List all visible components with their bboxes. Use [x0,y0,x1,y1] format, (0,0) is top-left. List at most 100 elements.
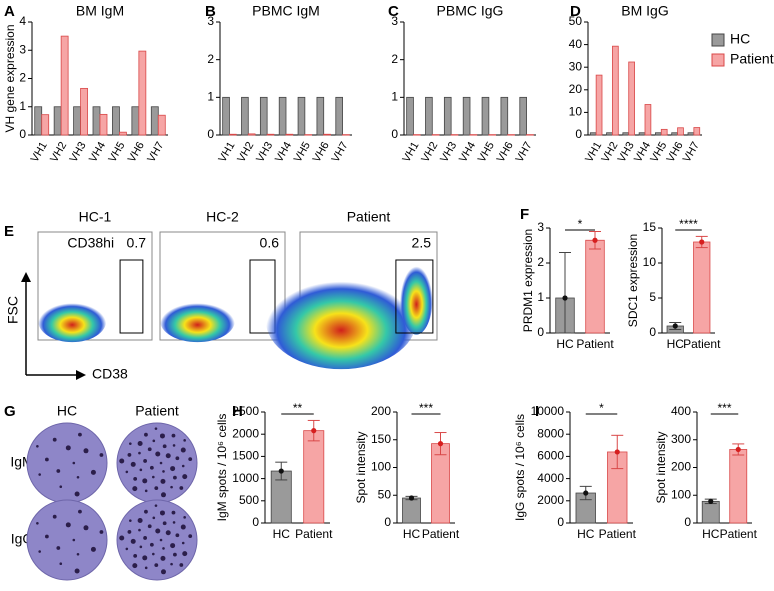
y-tick-label: 6000 [537,449,564,463]
elispot-spot [76,552,80,556]
x-tick-label: HC [556,337,574,351]
elispot-spot [170,485,173,489]
flow-density [400,259,433,335]
panel-letter: B [205,3,216,20]
significance: ** [293,401,303,415]
bar [99,113,108,136]
x-tick-label: HC [667,337,685,351]
elispot-spot [165,530,171,536]
y-tick-label: 4000 [537,471,564,485]
legend-label: Patient [730,51,774,67]
elispot-spot [138,451,141,455]
elispot-spot [59,485,63,489]
y-tick-label: 10 [569,105,583,119]
flow-x-label: CD38 [92,366,128,382]
y-tick-label: 300 [671,432,691,446]
y-tick-label: 50 [569,14,583,28]
point [708,498,714,504]
elispot-spot [149,542,154,547]
panel-letter: C [388,3,399,20]
x-tick-label: Patient [683,337,721,351]
elispot-spot [36,521,39,525]
elispot-spot [162,444,167,449]
gate-percent: 0.7 [127,235,147,251]
y-tick-label: 2 [19,71,26,85]
x-tick-label: VH2 [419,140,440,165]
y-tick-label: 0 [557,515,564,529]
y-tick-label: 2000 [232,426,259,440]
elispot-spot [165,453,171,459]
elispot-spot [90,546,96,552]
x-tick-label: VH6 [665,140,686,165]
y-tick-label: 20 [569,82,583,96]
elispot-well [116,422,198,504]
error-bar [559,252,571,334]
y-axis-label: Spot intensity [354,431,368,503]
x-tick-label: VH5 [106,140,127,165]
elispot-spot [119,535,125,541]
y-tick-label: 15 [643,220,657,234]
bar [278,96,287,136]
elispot-spot [144,489,148,493]
elispot-spot [52,437,57,442]
bar [462,96,471,136]
flow-title: Patient [347,209,391,225]
elispot-spot [175,456,180,461]
bar [595,74,603,136]
bar [693,241,711,334]
elispot-spot [188,534,193,539]
bar [131,106,140,136]
elispot-spot [154,563,159,568]
x-tick-label: VH1 [583,140,604,165]
elispot-spot [38,473,41,476]
flow-title: HC-1 [79,209,112,225]
elispot-spot [170,466,176,472]
chart-title: PBMC IgM [252,3,320,19]
x-tick-label: VH3 [616,140,637,165]
y-tick-label: 1500 [232,449,259,463]
bar [119,131,127,136]
elispot-spot [83,525,89,531]
point [408,495,415,501]
y-axis-label: IgM spots / 10⁶ cells [215,414,229,522]
flow-frame [37,231,153,341]
elispot-spot [180,524,186,530]
bar [612,45,619,136]
chart-title: PBMC IgG [437,3,504,19]
y-tick-label: 2 [391,52,398,66]
y-tick-label: 0 [384,515,391,529]
bar [488,134,497,136]
elispot-spot [137,441,143,447]
x-tick-label: Patient [576,337,614,351]
significance: * [578,217,583,231]
x-tick-label: HC [577,527,595,541]
elispot-spot [137,518,143,524]
elispot-spot [159,461,163,465]
panel-letter: A [4,3,15,20]
bar [157,114,166,136]
y-tick-label: 3 [537,220,544,234]
elispot-spot [72,461,76,465]
arrowhead [21,272,31,282]
elispot-spot [129,442,132,445]
bar [342,134,350,136]
elispot-spot [127,530,132,534]
x-tick-label: VH7 [514,140,535,165]
panel-letter: D [570,3,581,20]
legend-swatch [711,53,725,67]
y-tick-label: 150 [371,432,391,446]
point [437,441,444,447]
elispot-spot [170,562,173,566]
point [592,237,598,243]
flow-title: HC-2 [206,209,239,225]
elispot-spot [155,528,161,534]
elispot-spot [52,514,57,519]
elispot-well [26,422,108,504]
elispot-spot [142,555,148,561]
flow-density [160,298,235,343]
elispot-spot [154,486,159,491]
gate-percent: 2.5 [412,235,432,251]
y-tick-label: 4 [19,14,26,28]
y-tick-label: 1000 [232,471,259,485]
elispot-spot [144,566,148,570]
